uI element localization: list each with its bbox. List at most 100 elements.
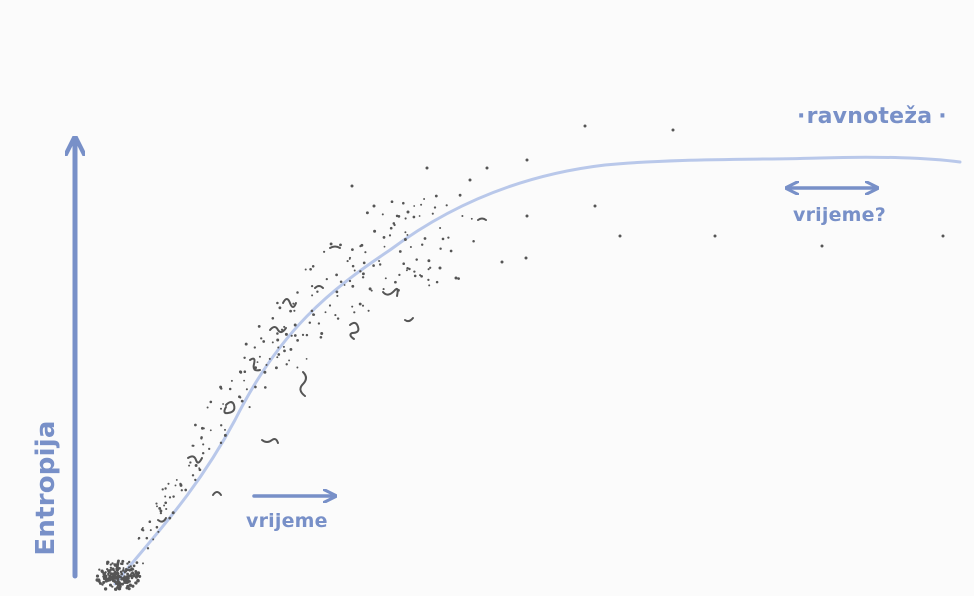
particle-dot (428, 284, 431, 287)
particle-dot (408, 267, 411, 271)
particle-dot (161, 488, 164, 491)
molecule-squiggle (269, 326, 287, 334)
particle-dot (122, 567, 125, 570)
particle-dot (248, 406, 251, 409)
particle-dot (353, 269, 356, 272)
particle-dot (106, 578, 110, 582)
particle-dot (109, 583, 112, 587)
particle-dot (713, 234, 717, 238)
particle-dot (383, 245, 386, 248)
particle-dot (293, 323, 297, 327)
particle-dot (449, 249, 453, 253)
particle-dot (296, 366, 299, 369)
particle-dot (116, 572, 120, 575)
particle-dot (420, 274, 423, 278)
particle-dot (325, 277, 328, 281)
particle-dot (128, 583, 132, 587)
particle-dot (156, 505, 158, 508)
particle-dot (260, 337, 263, 340)
particle-dot (427, 259, 431, 263)
particle-dot (168, 496, 172, 499)
particle-dot (194, 423, 197, 427)
entropy-curve (113, 155, 962, 586)
particle-dot (820, 244, 824, 248)
particle-dot (438, 266, 442, 270)
particle-dot (406, 233, 409, 236)
particle-dot (191, 474, 195, 477)
particle-dot (175, 478, 178, 481)
particle-dot (243, 379, 246, 382)
particle-dot (283, 349, 286, 353)
particle-dot (288, 359, 291, 362)
particle-dot (329, 242, 333, 246)
particle-dot (390, 200, 394, 204)
particle-dot (263, 386, 267, 389)
particle-dot (258, 355, 261, 358)
particle-dot (348, 279, 352, 283)
particle-dot (268, 357, 271, 360)
particle-dot (102, 572, 106, 576)
particle-dot (394, 280, 397, 284)
particle-dot (319, 335, 323, 339)
particle-dot (425, 166, 429, 170)
particle-dot (238, 395, 241, 399)
particle-dot (384, 277, 387, 280)
particle-dot (106, 560, 110, 565)
particle-dot (334, 314, 337, 317)
particle-dot (339, 243, 342, 247)
particle-dot (280, 328, 284, 331)
particle-dot (123, 575, 126, 578)
particle-dot (136, 578, 140, 583)
particle-dot (420, 203, 423, 206)
particle-dot (372, 204, 376, 208)
particle-dot (174, 484, 177, 487)
particle-dot (132, 564, 136, 568)
particle-dot (472, 239, 475, 243)
particle-dot (164, 487, 167, 490)
particle-dot (485, 166, 489, 170)
particle-dot (434, 194, 438, 198)
particle-dot (149, 529, 152, 532)
particle-dot (220, 424, 223, 427)
particle-dot (201, 451, 205, 455)
particle-dot (220, 387, 223, 390)
particle-dot (276, 356, 279, 359)
particle-dot (447, 236, 450, 239)
particle-dot (109, 563, 112, 566)
particle-dot (311, 265, 315, 268)
particle-dot (239, 371, 242, 374)
particle-dot (122, 569, 125, 572)
particle-dot (119, 562, 123, 566)
particle-dot (429, 266, 432, 269)
particle-dot (145, 536, 149, 540)
particle-dot (219, 407, 223, 410)
particle-dot (124, 568, 128, 571)
particle-dot (111, 567, 115, 571)
particle-dot (405, 269, 408, 272)
entropy-axis-label: Entropija (31, 420, 61, 556)
particle-dot (316, 290, 319, 293)
particle-dot (141, 529, 145, 532)
particle-dot (361, 272, 365, 276)
particle-dot (98, 581, 102, 585)
particle-dot (167, 482, 170, 485)
particle-dot (458, 193, 462, 197)
particle-dot (172, 495, 175, 498)
molecule-squiggle (382, 287, 399, 297)
particle-dot (317, 322, 321, 325)
particle-dot (118, 585, 122, 589)
particle-dot (292, 302, 295, 305)
molecule-squiggle (282, 298, 297, 308)
particle-dot (230, 379, 233, 382)
particle-dot (296, 291, 299, 294)
particle-dot (439, 226, 442, 230)
particle-dot (368, 287, 372, 291)
particle-dot (271, 317, 275, 320)
particle-dot (397, 215, 401, 218)
particle-dot (240, 399, 244, 403)
particle-dot (127, 560, 131, 564)
particle-dot (406, 267, 409, 270)
particle-dot (110, 575, 114, 579)
particle-dot (95, 574, 100, 578)
